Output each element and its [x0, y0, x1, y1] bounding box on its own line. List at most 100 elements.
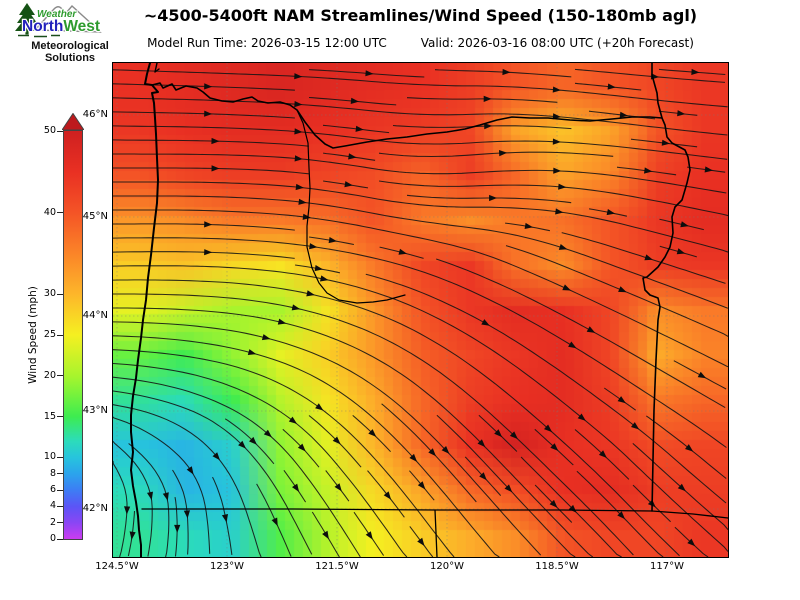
streamline-arrow-icon: [558, 183, 567, 190]
map-overlay: [113, 63, 728, 557]
lon-tick-label: 123°W: [210, 561, 244, 572]
streamline: [520, 456, 622, 557]
streamline-arrow-icon: [302, 213, 311, 220]
streamline-arrow-icon: [249, 436, 257, 445]
streamline: [659, 218, 704, 231]
streamline-arrow-icon: [291, 304, 301, 311]
streamline-arrow-icon: [479, 472, 487, 481]
logo-subtitle-line2: Solutions: [44, 52, 96, 64]
colorbar-tick-label: 25: [43, 329, 56, 340]
streamline-arrow-icon: [204, 83, 213, 90]
streamline-arrow-icon: [598, 450, 607, 458]
lon-tick-label: 120°W: [430, 561, 464, 572]
streamline: [113, 376, 361, 557]
streamline: [113, 335, 500, 557]
streamline-arrow-icon: [504, 484, 513, 493]
streamline: [113, 209, 728, 368]
streamline: [113, 265, 728, 552]
streamline-arrow-icon: [618, 286, 627, 293]
streamline-arrow-icon: [309, 243, 318, 250]
streamline-arrow-icon: [552, 138, 561, 145]
streamline: [378, 151, 614, 158]
streamline-arrow-icon: [295, 183, 304, 191]
streamline: [113, 349, 455, 557]
colorbar-tick: [57, 293, 63, 295]
streamline-arrow-icon: [680, 221, 689, 228]
streamline-arrow-icon: [298, 198, 307, 205]
streamline: [436, 414, 576, 557]
streamline-arrow-icon: [428, 448, 436, 457]
columbia-river-border: [151, 82, 663, 149]
streamline-arrow-icon: [344, 181, 353, 188]
streamline: [659, 245, 697, 258]
streamline: [574, 68, 726, 83]
streamline-arrow-icon: [355, 125, 364, 132]
streamline-arrow-icon: [677, 483, 686, 492]
streamline-arrow-icon: [271, 517, 278, 527]
lon-tick-label: 118.5°W: [535, 561, 579, 572]
streamline-arrow-icon: [562, 284, 571, 291]
map-frame: [112, 62, 729, 558]
streamline-arrow-icon: [183, 510, 190, 519]
streamline-arrow-icon: [350, 97, 359, 104]
streamline: [658, 68, 726, 76]
streamline-arrow-icon: [552, 86, 561, 93]
streamline-arrow-icon: [555, 208, 564, 215]
colorbar-tick: [57, 375, 63, 377]
colorbar-tick: [57, 212, 63, 214]
logo-subtitle-line1: Meteorological: [31, 40, 109, 52]
streamline-arrow-icon: [558, 244, 568, 250]
mountain-icon: [33, 4, 102, 33]
streamline: [325, 470, 350, 502]
puget-sound-inlet: [154, 63, 160, 73]
streamline-arrow-icon: [499, 150, 508, 157]
streamline-arrow-icon: [129, 531, 136, 540]
streamline: [113, 362, 408, 557]
streamline: [603, 387, 637, 411]
streamline: [113, 69, 728, 108]
streamline: [574, 82, 642, 91]
borders-layer: [130, 63, 728, 557]
colorbar-tick: [57, 473, 63, 475]
streamline-arrow-icon: [502, 68, 511, 76]
streamline: [113, 167, 309, 175]
streamline: [308, 96, 397, 106]
streamline: [392, 124, 572, 130]
streamline: [113, 237, 727, 448]
colorbar-tick-label: 50: [43, 125, 56, 136]
streamline-arrow-icon: [685, 444, 694, 452]
streamline-arrow-icon: [644, 167, 653, 174]
streamline: [687, 166, 726, 173]
logo-weather-text: Weather: [37, 9, 77, 20]
streamline-arrow-icon: [417, 537, 425, 546]
california-nevada-border: [434, 509, 438, 557]
colorbar-tick: [57, 334, 63, 336]
streamline: [113, 153, 727, 194]
lon-tick-label: 124.5°W: [95, 561, 139, 572]
streamline-arrow-icon: [586, 326, 596, 333]
colorbar-tick: [57, 130, 63, 132]
logo-subtitle: Meteorological Solutions: [12, 40, 128, 64]
streamline-arrow-icon: [124, 506, 131, 515]
lat-tick-label: 44°N: [82, 310, 108, 321]
streamlines-layer: [113, 68, 728, 557]
streamline-arrow-icon: [204, 221, 213, 228]
streamline-arrow-icon: [550, 443, 559, 451]
streamline-arrow-icon: [322, 530, 329, 540]
streamline-arrow-icon: [174, 524, 181, 533]
colorbar-tick-label: 15: [43, 410, 56, 422]
logo-graphic: Weather NorthWest: [15, 3, 102, 38]
streamline-arrow-icon: [676, 248, 686, 255]
streamline-arrow-icon: [365, 70, 374, 77]
streamline-arrow-icon: [162, 492, 169, 501]
streamline: [561, 232, 726, 284]
colorbar-tick-label: 0: [49, 533, 56, 544]
streamline: [128, 443, 170, 557]
logo-north-text: North: [22, 18, 63, 35]
streamline-arrow-icon: [409, 453, 418, 462]
colorbar-tick: [57, 489, 63, 491]
streamline-arrow-icon: [332, 436, 341, 445]
streamline-arrow-icon: [320, 275, 329, 282]
page-title: ~4500-5400ft NAM Streamlines/Wind Speed …: [143, 6, 698, 25]
streamline: [224, 418, 275, 465]
